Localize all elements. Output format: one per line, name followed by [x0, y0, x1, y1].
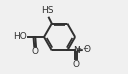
Text: O: O [83, 45, 90, 54]
Text: O: O [73, 60, 80, 69]
Text: −: − [82, 46, 88, 52]
Text: HO: HO [13, 32, 27, 41]
Text: +: + [75, 46, 81, 52]
Text: O: O [32, 47, 39, 56]
Text: HS: HS [41, 6, 54, 15]
Text: N: N [73, 46, 80, 55]
